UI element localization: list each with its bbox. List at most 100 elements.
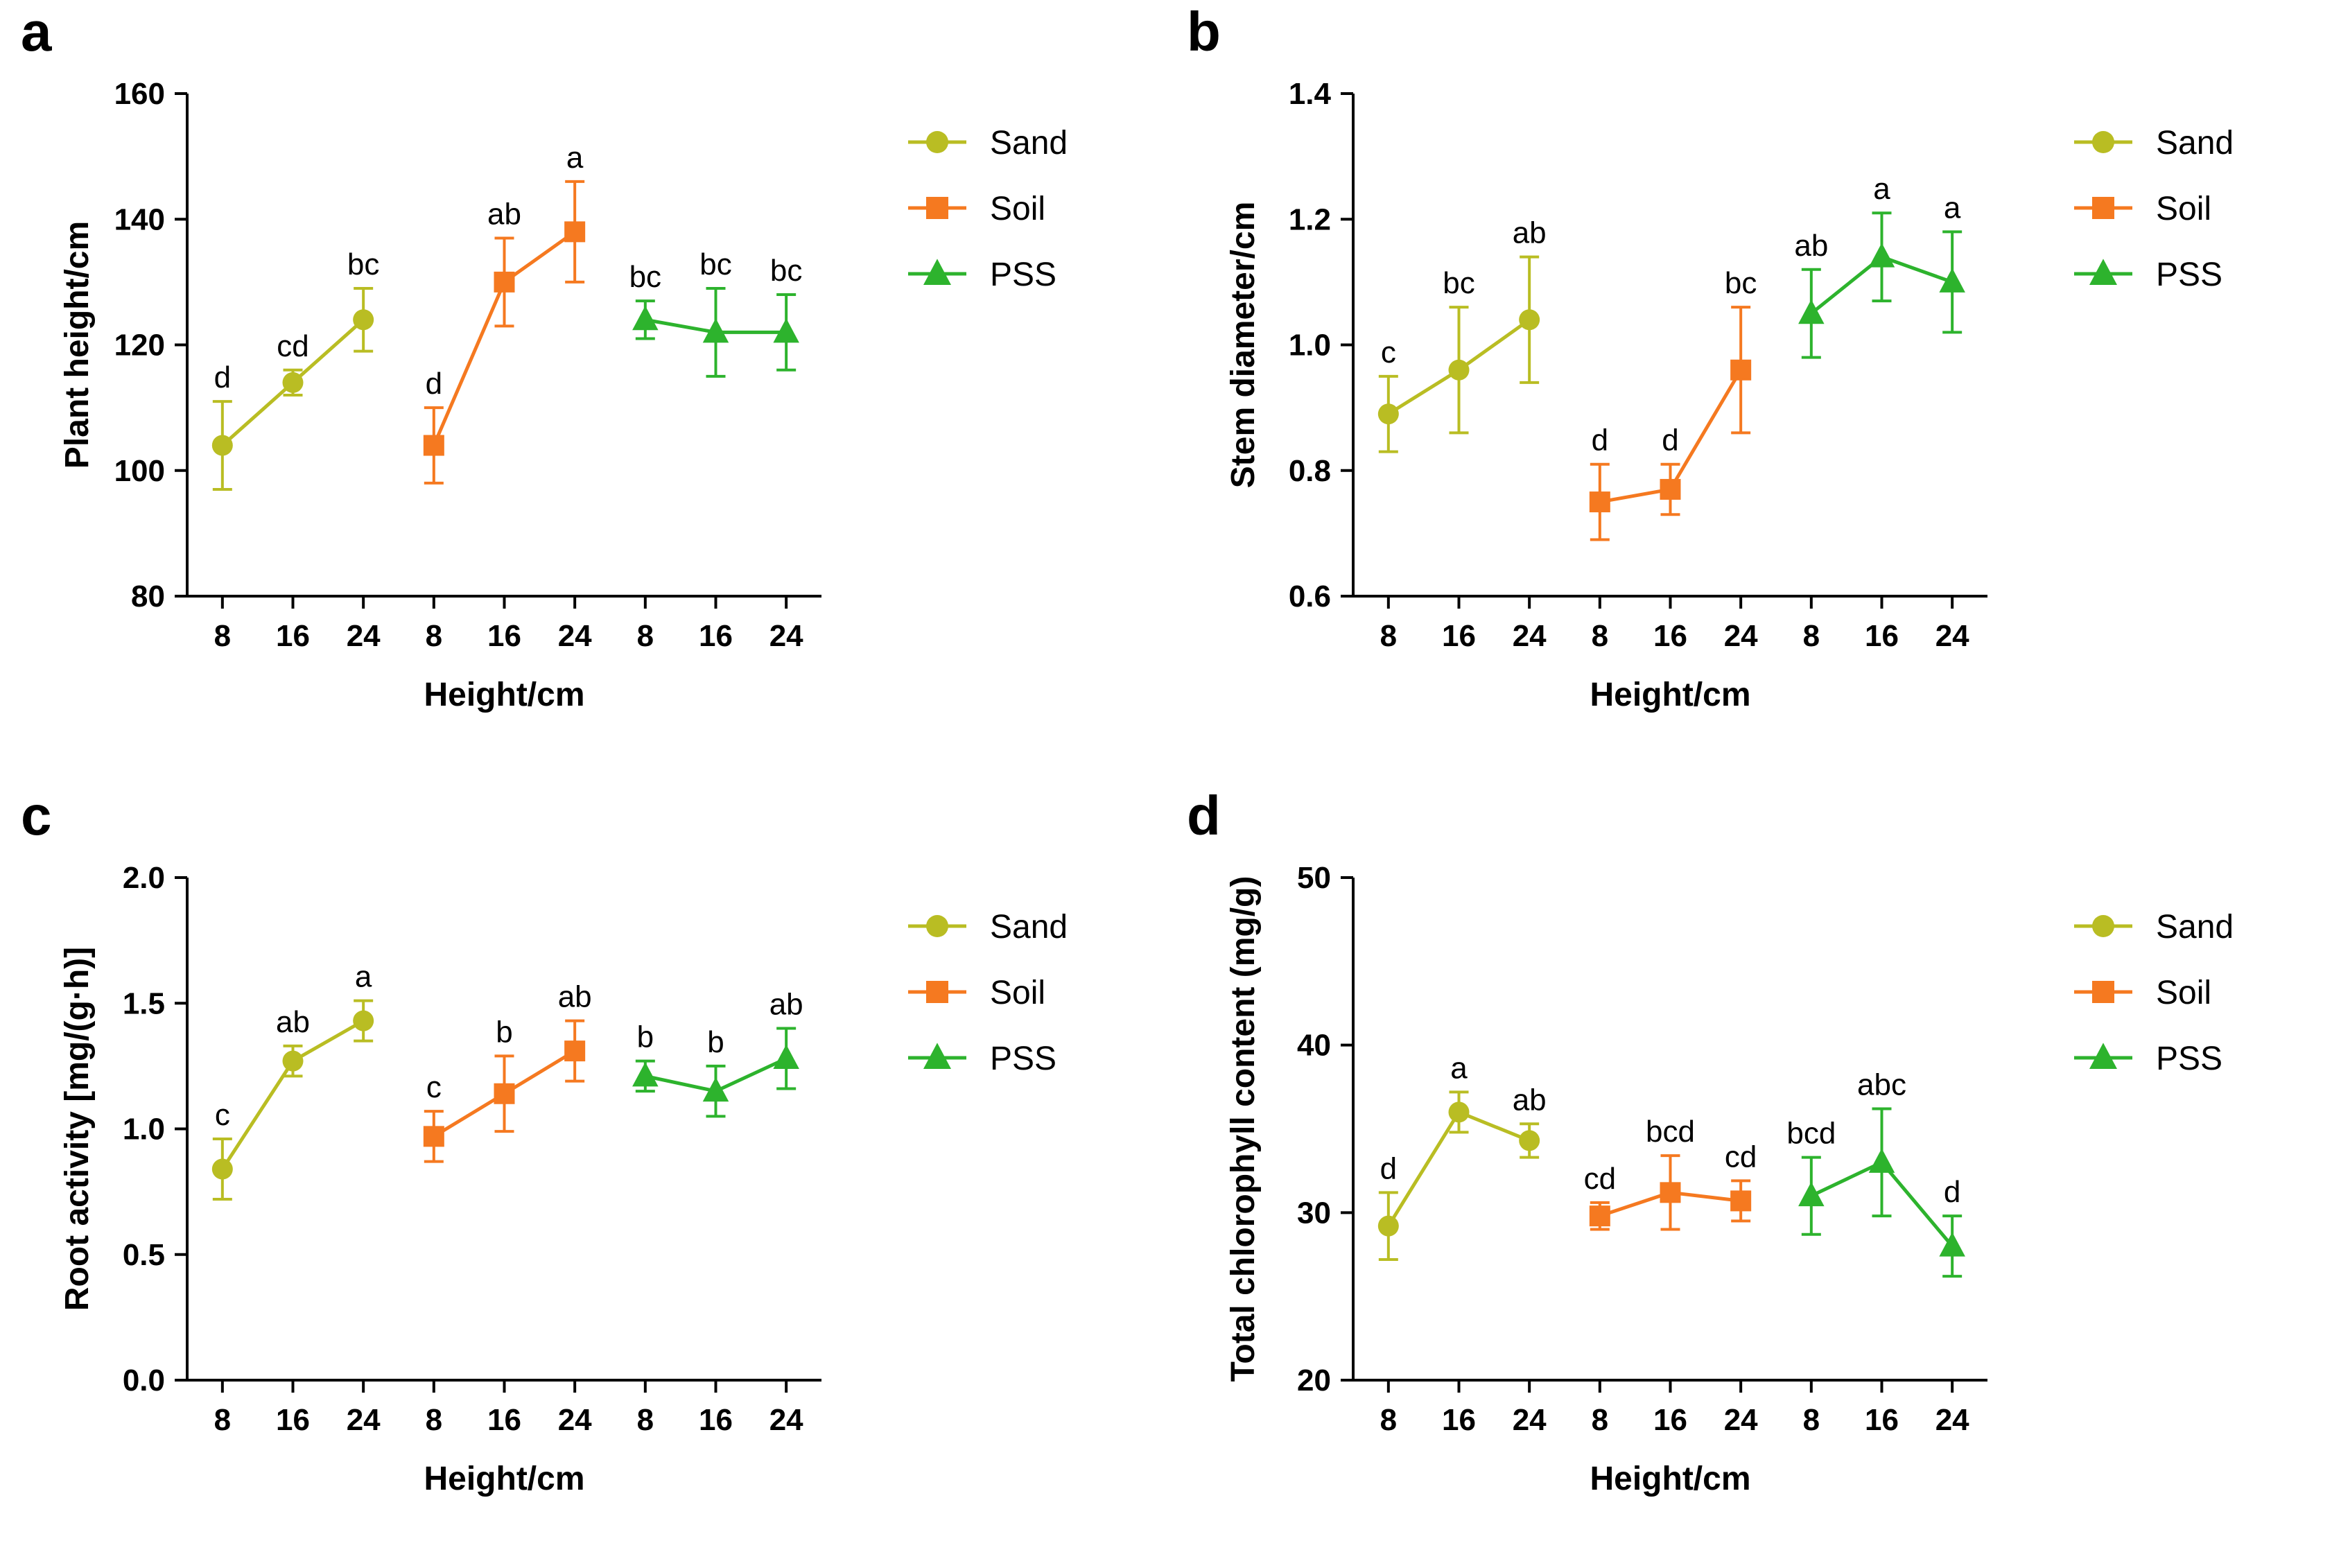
x-tick-label: 24 <box>1935 619 1969 653</box>
x-tick-label: 24 <box>1724 1403 1758 1437</box>
sig-label: ab <box>1794 229 1828 263</box>
marker-triangle <box>632 306 659 331</box>
sig-label: a <box>1873 172 1890 206</box>
y-tick-label: 80 <box>131 580 165 613</box>
marker-circle <box>1519 309 1540 331</box>
x-tick-label: 24 <box>769 1403 803 1437</box>
marker-circle <box>1519 1130 1540 1151</box>
x-tick-label: 8 <box>637 1403 654 1437</box>
x-tick-label: 8 <box>426 619 442 653</box>
x-axis-title: Height/cm <box>1590 1461 1750 1497</box>
marker-triangle <box>1798 299 1825 324</box>
panel-letter-c: c <box>21 785 52 846</box>
y-tick-label: 120 <box>114 329 165 363</box>
y-tick-label: 1.0 <box>1289 329 1331 363</box>
chart-stem-diameter: 0.6 0.8 1.0 1.2 1.4 8 16 24 8 16 24 8 16 24 Height/cm S… <box>1225 77 2234 713</box>
x-tick-label: 16 <box>699 619 733 653</box>
sig-label: cd <box>277 329 308 363</box>
x-tick-label: 8 <box>637 619 654 653</box>
sig-label: a <box>355 960 372 994</box>
sig-label: bc <box>629 260 661 294</box>
marker-square <box>564 1040 586 1062</box>
y-tick-label: 0.5 <box>123 1238 165 1272</box>
y-tick-label: 1.5 <box>123 986 165 1020</box>
y-tick-label: 50 <box>1297 861 1331 895</box>
marker-triangle <box>1868 243 1895 268</box>
panel-letter-b: b <box>1187 1 1221 62</box>
y-tick-label: 30 <box>1297 1196 1331 1230</box>
marker-triangle <box>773 318 799 343</box>
sig-label: b <box>637 1020 654 1054</box>
y-tick-label: 0.8 <box>1289 454 1331 488</box>
y-tick-label: 0.6 <box>1289 580 1331 613</box>
x-tick-label: 24 <box>1513 1403 1547 1437</box>
marker-triangle <box>1939 1232 1965 1257</box>
x-axis-title: Height/cm <box>424 677 584 713</box>
x-axis-title: Height/cm <box>424 1461 584 1497</box>
y-tick-label: 160 <box>114 77 165 111</box>
sig-label: c <box>426 1070 442 1104</box>
marker-circle <box>211 1158 233 1180</box>
sig-label: d <box>426 367 442 401</box>
legend-label-sand: Sand <box>2156 909 2234 946</box>
marker-triangle <box>1939 268 1965 293</box>
legend-label-pss: PSS <box>990 256 1056 293</box>
x-tick-label: 16 <box>276 1403 310 1437</box>
y-tick-label: 1.2 <box>1289 202 1331 236</box>
marker-square <box>564 221 586 243</box>
marker-triangle <box>1798 1181 1825 1207</box>
legend-label-soil: Soil <box>2156 191 2211 227</box>
y-tick-label: 140 <box>114 202 165 236</box>
x-tick-label: 16 <box>1865 619 1899 653</box>
legend-label-sand: Sand <box>990 125 1068 162</box>
marker-circle <box>353 309 374 331</box>
marker-square <box>926 981 948 1003</box>
legend-label-pss: PSS <box>2156 1040 2222 1077</box>
marker-square <box>1589 1205 1610 1227</box>
x-tick-label: 8 <box>214 619 231 653</box>
marker-circle <box>353 1010 374 1031</box>
y-tick-label: 100 <box>114 454 165 488</box>
x-tick-label: 24 <box>347 619 381 653</box>
marker-circle <box>926 131 948 153</box>
x-tick-label: 24 <box>558 619 592 653</box>
marker-square <box>1730 359 1752 381</box>
sig-label: ab <box>487 197 521 231</box>
x-tick-label: 8 <box>1380 619 1397 653</box>
sig-label: bc <box>1725 266 1757 300</box>
x-tick-label: 16 <box>1442 619 1476 653</box>
y-tick-label: 1.4 <box>1289 77 1332 111</box>
marker-square <box>2092 981 2114 1003</box>
x-tick-label: 16 <box>1865 1403 1899 1437</box>
x-tick-label: 16 <box>699 1403 733 1437</box>
legend-label-soil: Soil <box>990 191 1045 227</box>
marker-circle <box>1448 1101 1470 1123</box>
legend-label-sand: Sand <box>990 909 1068 946</box>
sig-label: bc <box>1443 266 1474 300</box>
x-tick-label: 8 <box>1803 619 1820 653</box>
y-tick-label: 20 <box>1297 1364 1331 1397</box>
panel-d: d 20 30 40 50 8 16 24 8 16 24 8 16 24 Height/cm Total … <box>1166 784 2332 1568</box>
y-axis-title: Root activity [mg/(g·h)] <box>59 947 96 1311</box>
x-tick-label: 24 <box>1724 619 1758 653</box>
sig-label: ab <box>1513 1083 1547 1117</box>
marker-circle <box>2092 131 2114 153</box>
sig-label: bcd <box>1786 1117 1836 1151</box>
sig-label: c <box>215 1098 230 1132</box>
sig-label: d <box>214 360 231 394</box>
marker-square <box>494 1083 515 1104</box>
y-axis-title: Stem diameter/cm <box>1225 202 1262 489</box>
marker-triangle <box>2089 259 2117 285</box>
x-tick-label: 8 <box>1380 1403 1397 1437</box>
marker-square <box>2092 197 2114 219</box>
marker-triangle <box>1868 1148 1895 1173</box>
marker-square <box>1660 478 1681 500</box>
marker-circle <box>1448 359 1470 381</box>
sig-label: abc <box>1857 1068 1906 1102</box>
x-tick-label: 24 <box>769 619 803 653</box>
sig-label: d <box>1592 424 1608 458</box>
panel-letter-a: a <box>21 1 52 62</box>
sig-label: d <box>1380 1151 1397 1185</box>
marker-circle <box>926 915 948 937</box>
